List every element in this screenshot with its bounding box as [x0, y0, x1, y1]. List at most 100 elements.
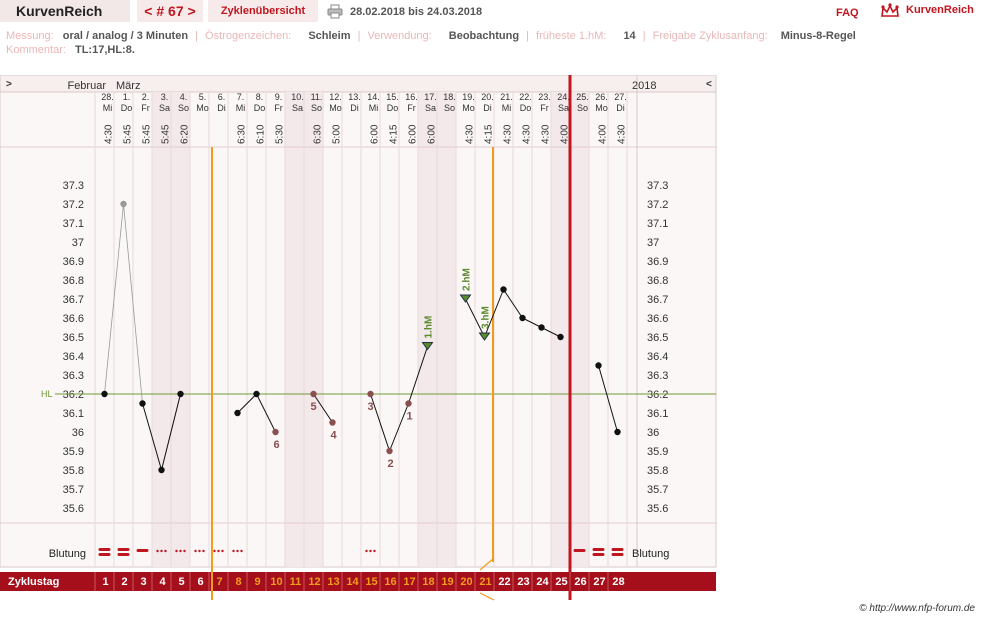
day-weekday: Fr: [540, 103, 549, 113]
temp-point: [177, 390, 184, 398]
cycle-day-number: 27: [593, 576, 605, 588]
bleeding-spotting-marker: [194, 549, 197, 553]
kommentar-label: Kommentar:: [6, 44, 66, 56]
low-count-label: 2: [387, 458, 393, 470]
separator: |: [195, 30, 198, 42]
bleeding-spotting-marker: [183, 549, 186, 553]
bleeding-spotting-marker: [202, 549, 205, 553]
weekend-shade: [570, 92, 589, 567]
day-date: 14.: [367, 92, 380, 102]
cycle-day-number: 5: [178, 576, 184, 588]
brand-tab[interactable]: KurvenReich: [0, 0, 130, 22]
y-tick-right: 35.8: [647, 465, 668, 477]
y-tick-right: 35.9: [647, 446, 668, 458]
cycle-day-number: 16: [384, 576, 396, 588]
y-tick-left: 35.9: [63, 446, 84, 458]
cycle-day-number: 7: [216, 576, 222, 588]
day-date: 11.: [311, 92, 323, 102]
measure-time: 6:00: [408, 124, 419, 144]
info-line-2: Kommentar: TL:17,HL:8.: [6, 44, 135, 56]
copyright: © http://www.nfp-forum.de: [859, 603, 975, 614]
y-tick-left: 36: [72, 427, 84, 439]
cycle-overview-link[interactable]: Zyklenübersicht: [208, 0, 318, 22]
bleeding-spotting-marker: [179, 549, 182, 553]
measure-time: 4:00: [560, 124, 571, 144]
faq-link[interactable]: FAQ: [836, 7, 859, 19]
chart-nav-left[interactable]: >: [6, 79, 12, 90]
y-tick-right: 36.8: [647, 275, 668, 287]
measure-time: 5:00: [332, 124, 343, 144]
day-date: 1.: [123, 92, 131, 102]
y-tick-right: 36.2: [647, 389, 668, 401]
higher-measurement-label: 3.hM: [481, 306, 492, 329]
temp-point: [367, 390, 374, 398]
bleeding-heavy-marker: [98, 553, 111, 556]
cycle-day-number: 10: [270, 576, 282, 588]
cycle-day-number: 12: [308, 576, 320, 588]
cycle-day-number: 25: [555, 576, 567, 588]
day-weekday: Di: [616, 103, 625, 113]
day-weekday: Sa: [558, 103, 569, 113]
weekend-shade: [304, 92, 323, 567]
low-count-label: 4: [330, 430, 337, 442]
y-tick-left: 36.4: [63, 351, 84, 363]
month-feb: Februar: [67, 80, 106, 92]
year-label: 2018: [632, 80, 656, 92]
y-tick-right: 36.5: [647, 332, 668, 344]
higher-measurement-label: 2.hM: [462, 268, 473, 291]
y-tick-right: 36.7: [647, 294, 668, 306]
cycle-day-number: 4: [159, 576, 166, 588]
freigabe-label: Freigabe Zyklusanfang:: [652, 30, 768, 42]
measure-time: 4:30: [522, 124, 533, 144]
bleeding-heavy-marker: [117, 553, 130, 556]
temp-point: [234, 409, 241, 417]
measure-time: 4:30: [541, 124, 552, 144]
day-weekday: Mo: [462, 103, 475, 113]
bleeding-heavy-marker: [592, 548, 605, 551]
y-tick-right: 37.3: [647, 180, 668, 192]
day-weekday: Fr: [407, 103, 416, 113]
cycle-day-number: 15: [365, 576, 377, 588]
temp-segment: [161, 393, 181, 471]
y-tick-right: 35.7: [647, 484, 668, 496]
bleeding-spotting-marker: [198, 549, 201, 553]
cycle-day-number: 22: [498, 576, 510, 588]
blutung-label-right: Blutung: [632, 548, 669, 560]
chart-nav-right[interactable]: <: [706, 79, 712, 90]
y-tick-right: 37.1: [647, 218, 668, 230]
day-weekday: Sa: [425, 103, 436, 113]
temp-point: [329, 419, 336, 426]
bleeding-spotting-marker: [369, 549, 372, 553]
day-date: 17.: [424, 92, 437, 102]
day-weekday: Di: [483, 103, 492, 113]
measure-time: 4:30: [617, 124, 628, 144]
measure-time: 4:30: [104, 124, 115, 144]
temp-point: [405, 400, 412, 407]
day-date: 22.: [519, 92, 532, 102]
measure-time: 6:20: [180, 124, 191, 144]
cycle-day-number: 26: [574, 576, 586, 588]
logo-text[interactable]: KurvenReich: [906, 4, 974, 16]
messung-value: oral / analog / 3 Minuten: [62, 30, 189, 42]
cycle-day-number: 17: [403, 576, 415, 588]
frueheste-label: früheste 1.hM:: [536, 30, 607, 42]
day-weekday: Mo: [329, 103, 342, 113]
higher-measurement-marker: [421, 342, 434, 351]
y-tick-left: 35.6: [63, 503, 84, 515]
y-tick-left: 37.1: [63, 218, 84, 230]
y-tick-right: 36.4: [647, 351, 668, 363]
weekend-shade: [171, 92, 190, 567]
temp-point: [101, 390, 108, 398]
cycle-day-bar: [0, 572, 716, 591]
day-date: 8.: [256, 92, 264, 102]
y-tick-right: 37.2: [647, 199, 668, 211]
cycle-nav[interactable]: < # 67 >: [137, 0, 203, 22]
printer-icon[interactable]: [327, 4, 343, 19]
day-weekday: So: [577, 103, 588, 113]
cycle-day-number: 3: [140, 576, 146, 588]
weekend-shade: [437, 92, 456, 567]
cycle-day-number: 19: [441, 576, 453, 588]
low-count-label: 3: [367, 401, 373, 413]
temperature-chart: 28.Mi4:301.Do5:452.Fr5:453.Sa5:454.So6:2…: [0, 75, 717, 601]
temp-segment: [522, 317, 542, 328]
